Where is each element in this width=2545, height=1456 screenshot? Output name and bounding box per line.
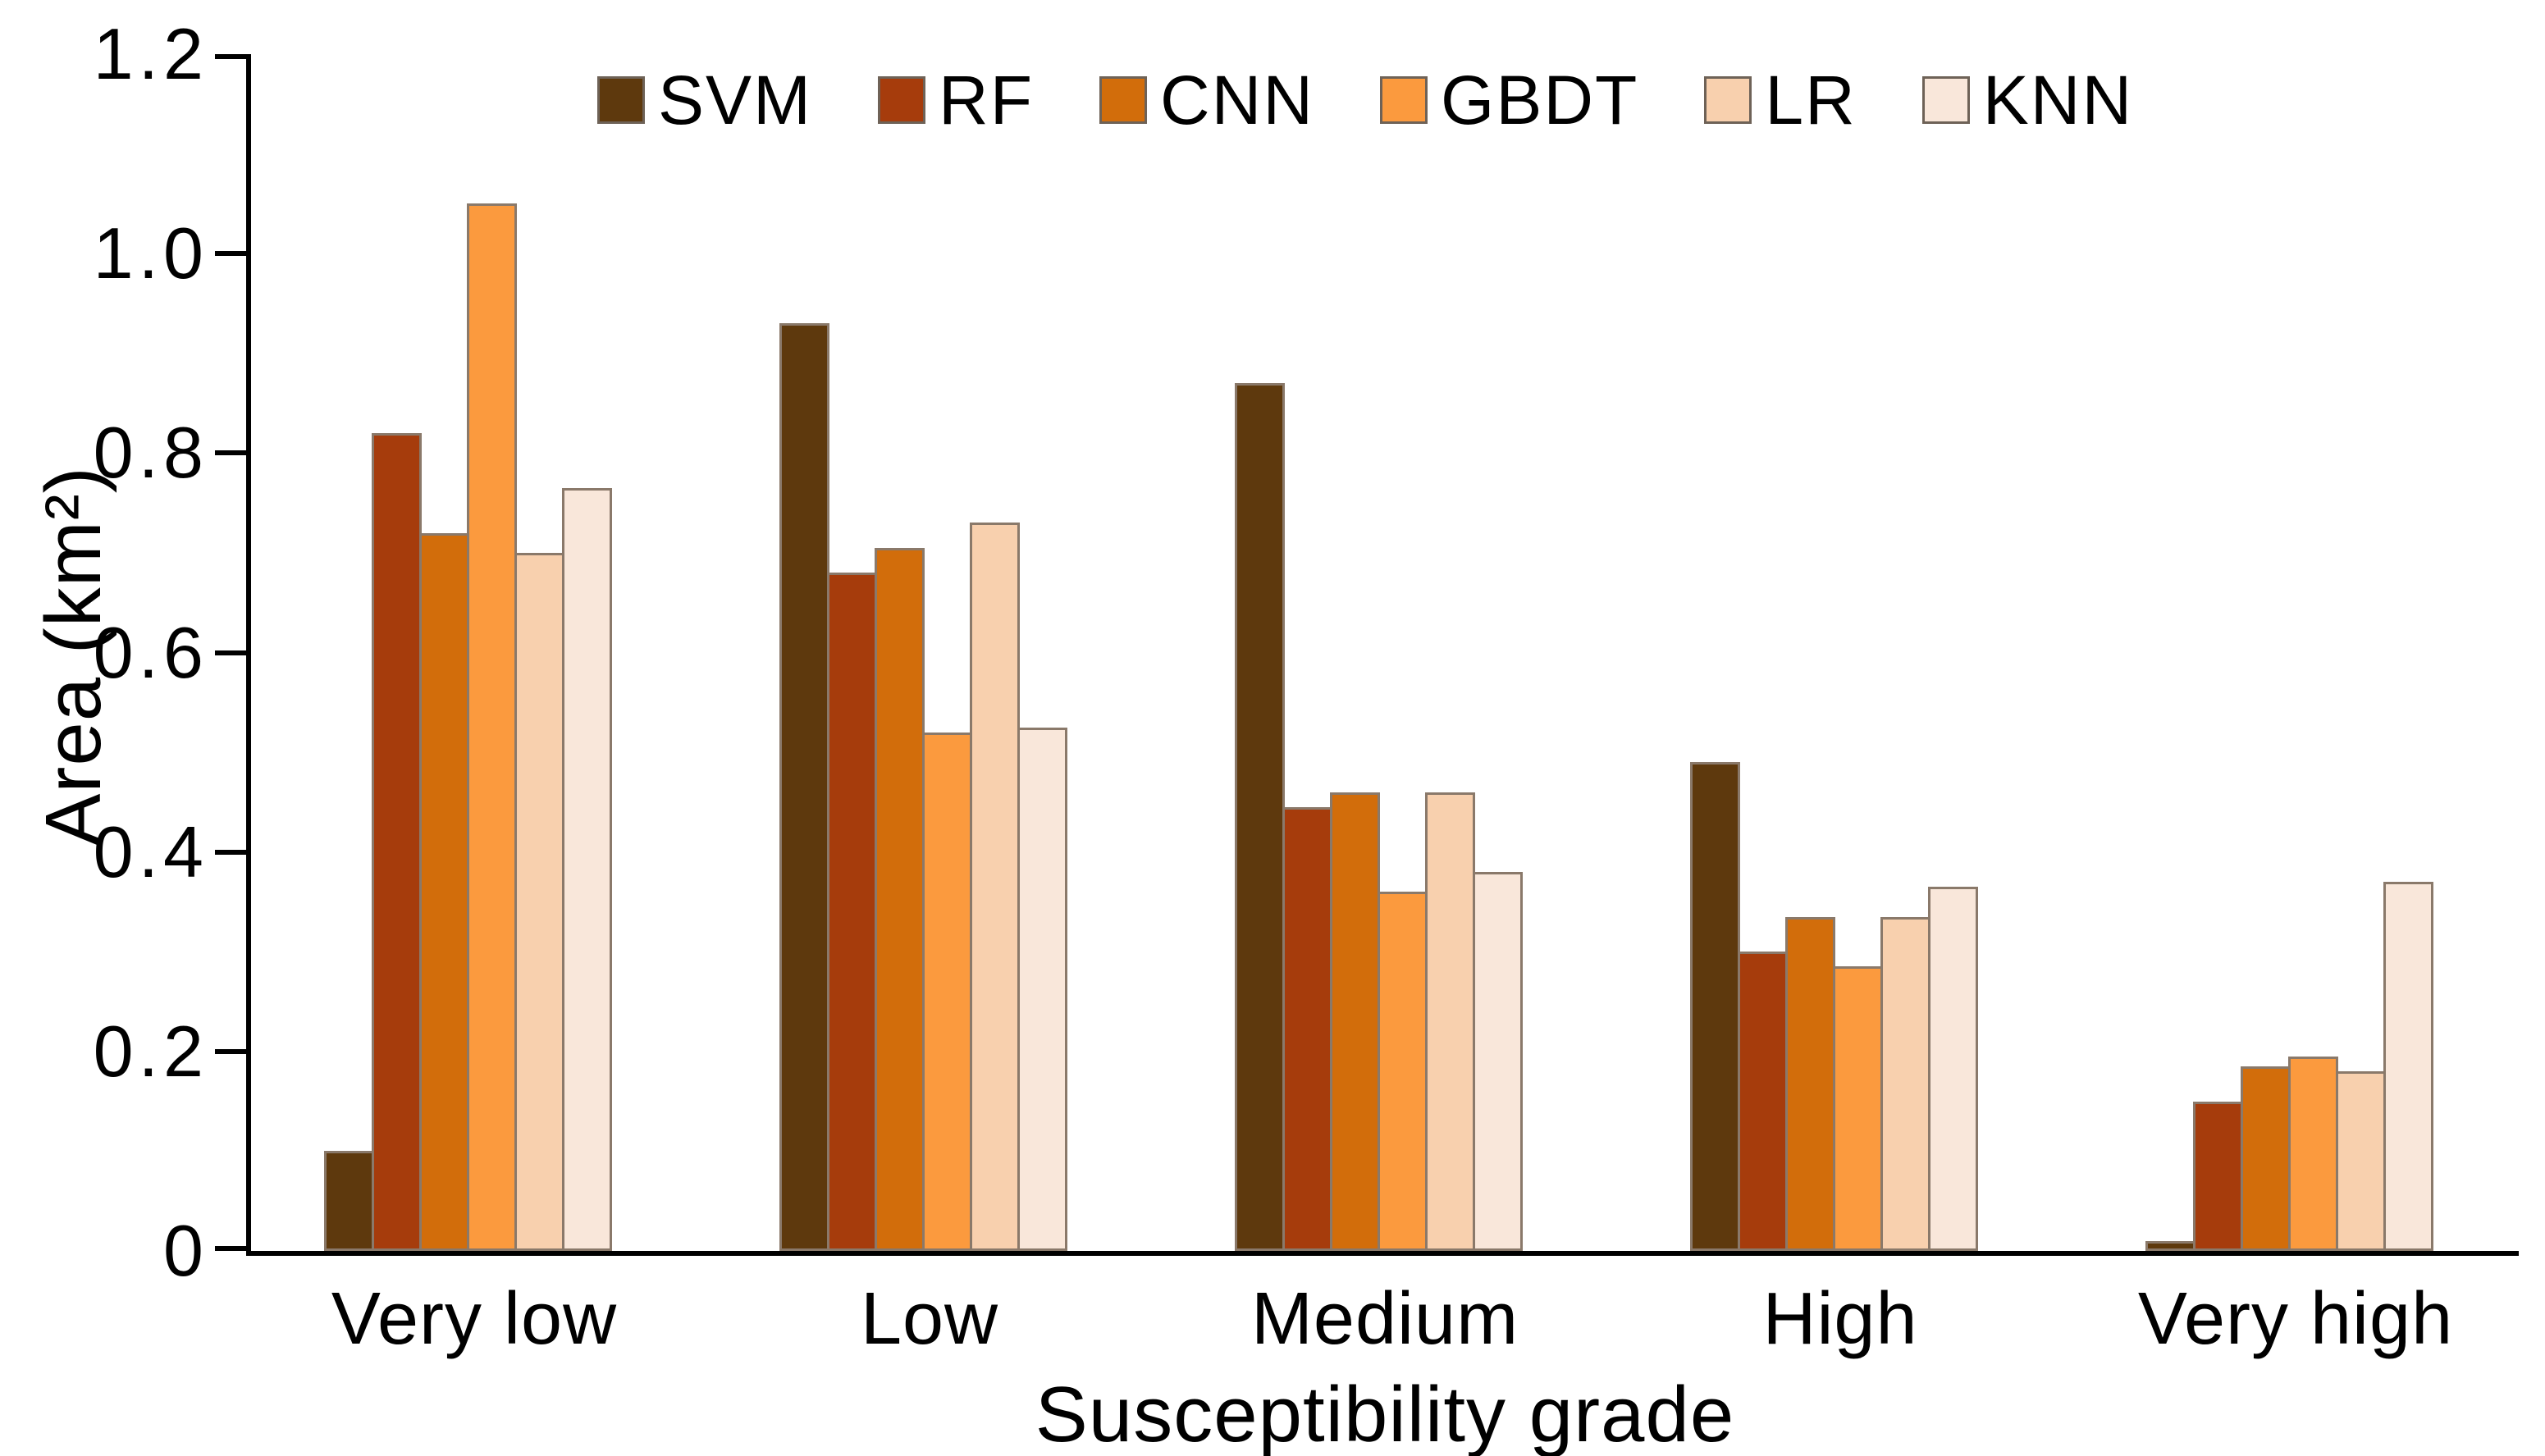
legend-swatch-gbdt bbox=[1380, 76, 1428, 124]
bar-lr-medium bbox=[1425, 792, 1475, 1251]
plot-area: Susceptibility grade 0 0.2 0.4 0.6 0.8 1.0 1.2… bbox=[94, 18, 2519, 1454]
y-tick-mark bbox=[215, 650, 246, 655]
legend-swatch-cnn bbox=[1099, 76, 1148, 124]
legend-item-svm: SVM bbox=[597, 66, 812, 135]
legend: SVM RF CNN GBDT LR KNN bbox=[597, 66, 2133, 135]
bar-rf-medium bbox=[1282, 807, 1332, 1251]
legend-swatch-lr bbox=[1704, 76, 1752, 124]
bar-gbdt-high bbox=[1833, 966, 1883, 1251]
legend-label-cnn: CNN bbox=[1160, 62, 1315, 139]
legend-swatch-knn bbox=[1921, 76, 1970, 124]
bar-knn-high bbox=[1928, 887, 1978, 1251]
x-category-label-very-low: Very low bbox=[331, 1278, 618, 1360]
bar-svm-low bbox=[779, 323, 829, 1251]
bar-rf-very-high bbox=[2193, 1102, 2243, 1251]
bar-cnn-very-high bbox=[2241, 1066, 2291, 1251]
y-tick-mark bbox=[215, 850, 246, 855]
legend-swatch-svm bbox=[597, 76, 645, 124]
x-category-label-low: Low bbox=[860, 1278, 999, 1360]
bar-gbdt-very-high bbox=[2288, 1057, 2338, 1251]
bar-cnn-medium bbox=[1330, 792, 1380, 1251]
bar-cnn-low bbox=[875, 548, 925, 1251]
y-tick-label: 0 bbox=[163, 1210, 208, 1291]
legend-label-gbdt: GBDT bbox=[1441, 62, 1639, 139]
y-tick-mark bbox=[215, 1049, 246, 1054]
bar-cnn-very-low bbox=[419, 533, 469, 1251]
y-tick-label: 0.2 bbox=[93, 1011, 208, 1092]
y-tick-mark bbox=[215, 450, 246, 455]
bar-lr-very-high bbox=[2336, 1071, 2386, 1251]
x-category-label-very-high: Very high bbox=[2137, 1278, 2454, 1360]
x-axis-title: Susceptibility grade bbox=[1035, 1371, 1735, 1456]
bar-lr-very-low bbox=[514, 553, 564, 1251]
x-category-label-medium: Medium bbox=[1250, 1278, 1519, 1360]
y-tick-mark bbox=[215, 54, 246, 59]
bar-group-medium bbox=[1235, 54, 1535, 1251]
bar-knn-low bbox=[1017, 728, 1067, 1251]
legend-label-rf: RF bbox=[939, 62, 1035, 139]
bar-rf-high bbox=[1738, 952, 1788, 1251]
bar-gbdt-very-low bbox=[467, 203, 517, 1251]
bar-rf-low bbox=[827, 573, 877, 1251]
bar-svm-high bbox=[1690, 762, 1740, 1251]
legend-label-svm: SVM bbox=[658, 62, 813, 139]
bar-group-very-high bbox=[2145, 54, 2446, 1251]
legend-item-cnn: CNN bbox=[1099, 66, 1314, 135]
bar-gbdt-medium bbox=[1378, 892, 1428, 1251]
bar-svm-medium bbox=[1235, 383, 1285, 1251]
bar-svm-very-low bbox=[324, 1151, 374, 1251]
legend-item-lr: LR bbox=[1704, 66, 1856, 135]
legend-swatch-rf bbox=[878, 76, 926, 124]
bar-rf-very-low bbox=[372, 433, 422, 1251]
bar-knn-medium bbox=[1473, 872, 1523, 1251]
bar-knn-very-low bbox=[562, 488, 612, 1251]
y-tick-mark bbox=[215, 251, 246, 256]
y-tick-label: 0.8 bbox=[93, 412, 208, 493]
y-tick-label: 1.2 bbox=[93, 13, 208, 94]
bar-svm-very-high bbox=[2145, 1241, 2195, 1251]
bar-group-very-low bbox=[324, 54, 624, 1251]
legend-label-lr: LR bbox=[1765, 62, 1857, 139]
y-tick-label: 0.6 bbox=[93, 612, 208, 693]
legend-item-rf: RF bbox=[878, 66, 1034, 135]
bar-knn-very-high bbox=[2383, 882, 2433, 1251]
bar-group-low bbox=[779, 54, 1080, 1251]
bar-cnn-high bbox=[1785, 917, 1835, 1251]
bar-lr-low bbox=[970, 523, 1020, 1251]
bar-lr-high bbox=[1880, 917, 1930, 1251]
legend-label-knn: KNN bbox=[1982, 62, 2134, 139]
y-tick-label: 1.0 bbox=[93, 212, 208, 294]
bar-group-high bbox=[1690, 54, 1990, 1251]
y-tick-label: 0.4 bbox=[93, 811, 208, 892]
legend-item-knn: KNN bbox=[1921, 62, 2134, 139]
legend-item-gbdt: GBDT bbox=[1380, 66, 1638, 135]
bar-gbdt-low bbox=[922, 733, 972, 1251]
y-tick-mark bbox=[215, 1246, 246, 1251]
x-category-label-high: High bbox=[1762, 1278, 1918, 1360]
